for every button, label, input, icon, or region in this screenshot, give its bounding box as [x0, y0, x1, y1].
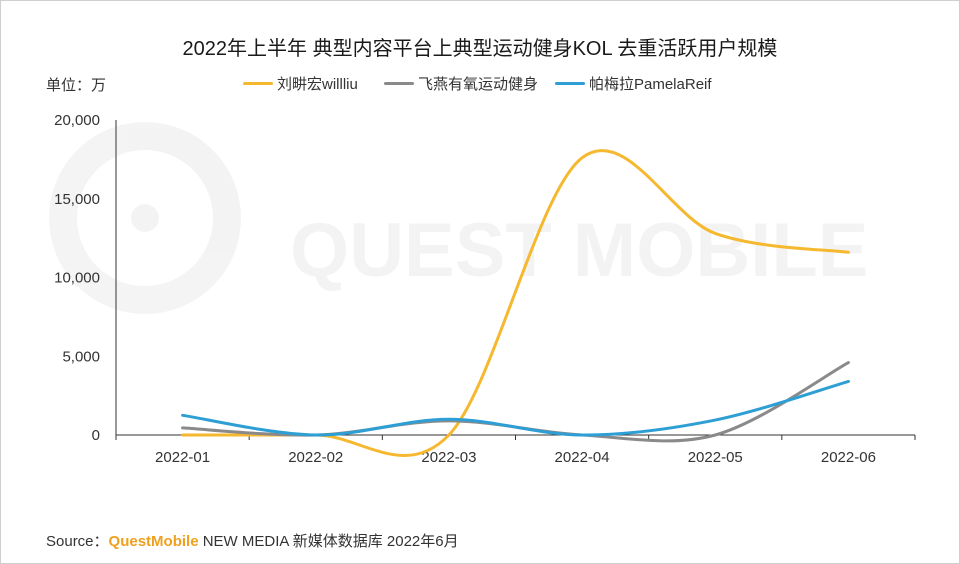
x-tick-label: 2022-02 — [288, 449, 343, 466]
x-tick-label: 2022-06 — [821, 449, 876, 466]
series-line-feiyan — [181, 361, 850, 443]
x-tick-label: 2022-01 — [155, 449, 210, 466]
legend-label-feiyan: 飞燕有氧运动健身 — [418, 75, 539, 93]
legend-swatch-pamela — [555, 81, 585, 85]
y-tick-label: 15,000 — [54, 191, 100, 208]
legend-item-pamela: 帕梅拉PamelaReif — [555, 74, 712, 93]
y-tick-label: 10,000 — [54, 270, 100, 287]
source-rest: NEW MEDIA 新媒体数据库 2022年6月 — [198, 533, 459, 550]
y-tick-label: 20,000 — [54, 112, 100, 129]
series-line-pamela — [181, 379, 850, 437]
watermark-logo-dot — [131, 204, 159, 232]
x-tick-label: 2022-04 — [555, 449, 610, 466]
legend-label-liu: 刘畊宏willliu — [277, 75, 358, 93]
source-brand: QuestMobile — [108, 533, 199, 550]
x-tick-label: 2022-05 — [688, 449, 743, 466]
watermark-text: QUEST MOBILE — [290, 208, 868, 293]
source-prefix: Source： — [46, 533, 109, 550]
y-tick-label: 5,000 — [62, 348, 100, 365]
y-tick-label: 0 — [92, 427, 100, 444]
legend-swatch-liu — [243, 81, 273, 85]
watermark: QUEST MOBILE — [49, 122, 868, 314]
legend-item-liu: 刘畊宏willliu — [243, 74, 358, 93]
watermark-logo-ring — [49, 122, 241, 314]
unit-label: 单位：万 — [46, 77, 107, 94]
legend-swatch-feiyan — [384, 81, 414, 85]
chart-title: 2022年上半年 典型内容平台上典型运动健身KOL 去重活跃用户规模 — [182, 38, 778, 60]
series-line-liu — [181, 149, 850, 457]
x-tick-label: 2022-03 — [421, 449, 476, 466]
legend-label-pamela: 帕梅拉PamelaReif — [589, 75, 712, 93]
source-note: Source：QuestMobile NEW MEDIA 新媒体数据库 2022… — [46, 530, 459, 551]
legend-item-feiyan: 飞燕有氧运动健身 — [384, 74, 539, 93]
